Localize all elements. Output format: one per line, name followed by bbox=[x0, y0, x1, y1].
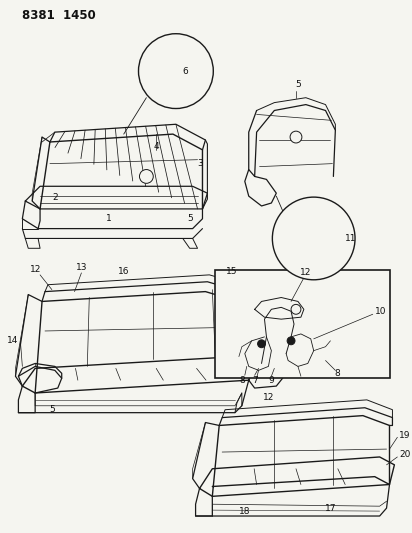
Text: 1: 1 bbox=[106, 214, 112, 223]
Text: 5: 5 bbox=[49, 405, 55, 414]
Bar bbox=[215, 270, 391, 378]
Circle shape bbox=[258, 340, 265, 348]
Text: 17: 17 bbox=[325, 504, 336, 513]
Circle shape bbox=[290, 131, 302, 143]
Text: 13: 13 bbox=[76, 263, 87, 272]
Text: 16: 16 bbox=[118, 268, 129, 277]
Text: 4: 4 bbox=[153, 142, 159, 151]
Text: 10: 10 bbox=[375, 307, 386, 316]
Text: 14: 14 bbox=[7, 336, 19, 345]
Text: 3: 3 bbox=[198, 159, 203, 168]
Text: 5: 5 bbox=[187, 214, 192, 223]
Text: 9: 9 bbox=[269, 376, 274, 385]
Text: 5: 5 bbox=[295, 80, 301, 90]
Text: 12: 12 bbox=[263, 393, 274, 402]
Text: 12: 12 bbox=[300, 269, 311, 277]
Text: 19: 19 bbox=[399, 431, 411, 440]
Text: 7: 7 bbox=[252, 376, 258, 385]
Text: 2: 2 bbox=[52, 192, 58, 201]
Text: 20: 20 bbox=[399, 450, 411, 459]
Text: 8381  1450: 8381 1450 bbox=[22, 10, 96, 22]
Text: 11: 11 bbox=[345, 234, 357, 243]
Text: 12: 12 bbox=[29, 265, 41, 274]
Text: 18: 18 bbox=[239, 506, 250, 515]
Circle shape bbox=[138, 34, 213, 109]
Text: 15: 15 bbox=[226, 268, 238, 277]
Text: 8: 8 bbox=[239, 376, 245, 385]
Circle shape bbox=[287, 337, 295, 345]
Text: 8: 8 bbox=[335, 369, 340, 378]
Circle shape bbox=[272, 197, 355, 280]
Circle shape bbox=[140, 169, 153, 183]
Text: 6: 6 bbox=[183, 67, 189, 76]
